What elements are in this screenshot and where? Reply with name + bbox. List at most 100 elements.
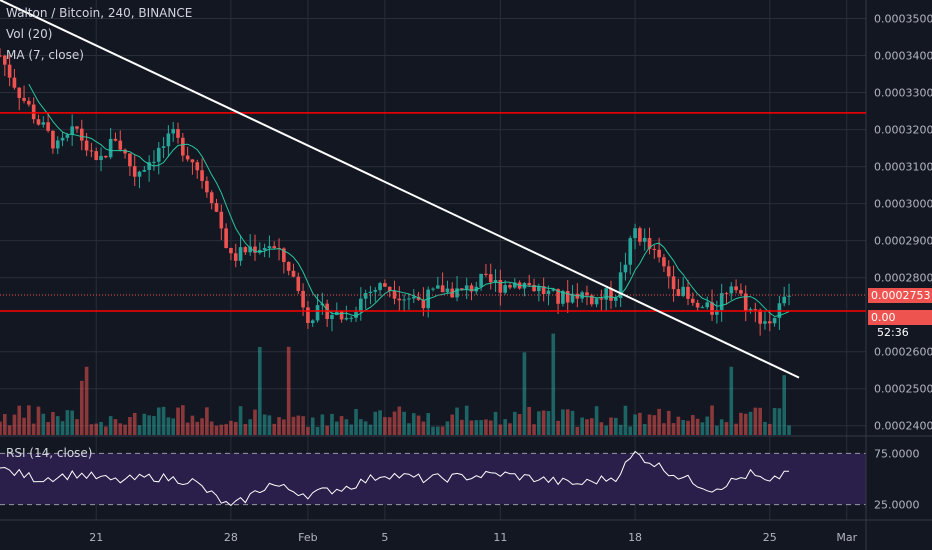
candle-body (296, 276, 301, 291)
volume-bar (618, 424, 623, 435)
volume-bar (12, 414, 17, 435)
volume-bar (277, 417, 281, 435)
candle-body (104, 155, 108, 158)
price-axis-label: 0.0003300 (874, 87, 932, 100)
candle-body (772, 317, 777, 324)
volume-bar (156, 407, 161, 435)
volume-bar (325, 425, 329, 435)
candle-body (512, 282, 517, 288)
volume-bar (782, 375, 787, 435)
candle-body (243, 247, 248, 253)
price-axis-label: 0.0003100 (874, 161, 932, 174)
candle-body (503, 285, 507, 293)
candle-body (642, 237, 647, 242)
candle-body (652, 248, 657, 250)
volume-bar (200, 418, 204, 435)
volume-bar (185, 422, 190, 435)
volume-bar (686, 420, 690, 435)
candle-body (431, 288, 435, 290)
volume-bar (344, 419, 349, 435)
candle-body (387, 286, 392, 291)
volume-bar (195, 421, 200, 435)
candle-body (493, 279, 498, 283)
candle-body (609, 288, 613, 301)
volume-bar (190, 415, 195, 435)
candle-body (647, 237, 652, 249)
volume-bar (715, 425, 719, 435)
volume-bar (282, 419, 286, 435)
candle-body (565, 291, 570, 303)
volume-bar (512, 411, 517, 435)
candle-body (166, 133, 171, 147)
price-axis-label: 0.0003500 (874, 13, 932, 26)
volume-bar (421, 421, 426, 435)
volume-bar (248, 419, 252, 435)
volume-bar (565, 409, 570, 435)
candle-body (248, 246, 252, 253)
candle-body (12, 77, 17, 88)
candle-body (195, 162, 200, 171)
candle-body (286, 261, 291, 271)
volume-bar (777, 408, 782, 435)
time-axis-label: Feb (298, 531, 317, 544)
candle-body (484, 273, 488, 275)
volume-bar (772, 407, 777, 435)
candle-body (354, 312, 358, 318)
candle-body (734, 286, 738, 291)
candle-body (79, 128, 84, 141)
candle-body (137, 171, 142, 177)
candle-body (618, 272, 623, 299)
volume-bar (729, 366, 734, 435)
candle-body (89, 150, 94, 152)
candle-body (599, 298, 604, 300)
ma-legend[interactable]: MA (7, close) (6, 48, 84, 62)
volume-bar (681, 420, 685, 435)
volume-bar (609, 417, 613, 435)
candle-body (739, 290, 743, 294)
volume-bar (662, 423, 666, 435)
volume-bar (46, 422, 50, 435)
candle-body (171, 129, 176, 134)
volume-bar (411, 413, 416, 435)
candle-body (185, 155, 190, 160)
volume-bar (546, 411, 551, 435)
volume-bar (176, 407, 180, 435)
candle-body (676, 289, 681, 296)
candle-body (729, 286, 734, 294)
volume-bar (479, 420, 483, 435)
volume-bar (431, 426, 435, 435)
volume-bar (585, 419, 589, 435)
volume-bar (469, 420, 474, 435)
candle-body (0, 55, 2, 57)
volume-bar (368, 424, 373, 435)
candle-body (407, 298, 411, 300)
candle-body (70, 126, 74, 135)
volume-bar (575, 426, 580, 435)
candle-body (65, 134, 70, 138)
volume-bar (243, 424, 248, 435)
candle-body (436, 285, 440, 289)
candle-body (142, 169, 147, 172)
candle-body (205, 180, 209, 193)
rsi-legend[interactable]: RSI (14, close) (6, 446, 93, 460)
candle-body (748, 309, 753, 311)
volume-bar (387, 417, 392, 435)
candle-body (397, 298, 402, 301)
symbol-legend[interactable]: Walton / Bitcoin, 240, BINANCE (6, 6, 193, 20)
candle-body (541, 286, 546, 294)
candle-body (344, 317, 349, 320)
volume-bar (690, 415, 695, 435)
volume-bar (257, 347, 262, 435)
volume-bar (60, 421, 65, 435)
candle-body (460, 288, 464, 290)
candle-body (455, 288, 459, 298)
candle-body (272, 246, 277, 249)
candle-body (27, 100, 31, 105)
candle-body (60, 137, 65, 141)
candle-body (445, 288, 450, 293)
price-axis-label: 0.0002600 (874, 346, 932, 359)
moving-average-line (28, 83, 790, 318)
volume-bar (767, 423, 772, 435)
volume-legend[interactable]: Vol (20) (6, 27, 53, 41)
